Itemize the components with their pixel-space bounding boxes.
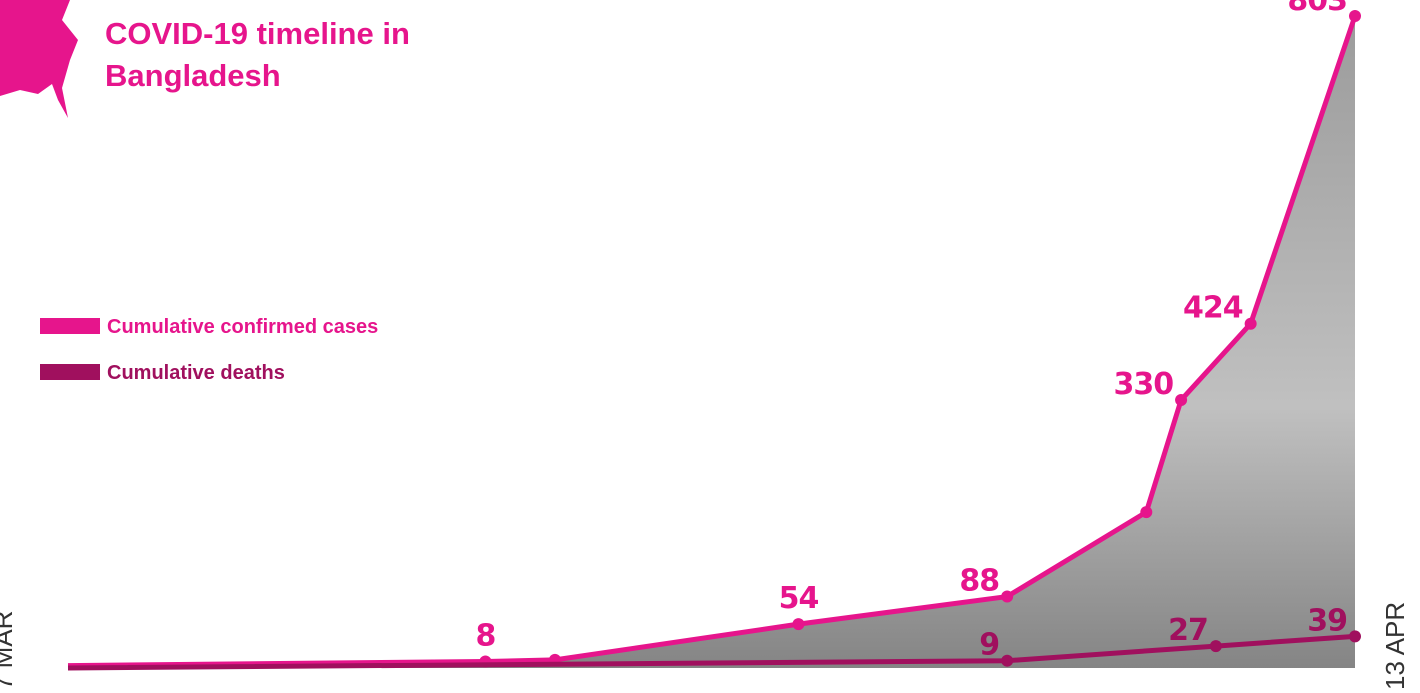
data-point [792,618,805,631]
series-line [67,633,1356,671]
data-point [1140,506,1153,519]
data-label: 27 [1168,613,1208,648]
legend-swatch [40,364,100,380]
data-point [1349,630,1361,643]
data-label: 330 [1113,367,1173,402]
map-shape [0,0,78,118]
data-point [1001,654,1014,667]
chart-title: Bangladesh [105,58,281,93]
background-photo [68,16,1355,668]
data-label: 39 [1307,603,1347,638]
chart-title: COVID-19 timeline in [105,16,410,51]
data-point [1175,394,1188,407]
data-label: 8 [475,619,495,654]
x-tick-label: 13 APR [1380,602,1410,690]
legend: Cumulative confirmed cases Cumulative dea… [40,316,378,384]
x-tick-label: 7 MAR [0,611,18,690]
data-label: 424 [1183,291,1243,326]
data-point [1244,317,1257,330]
data-point [1209,640,1222,653]
data-point [1349,10,1361,22]
legend-label: Cumulative confirmed cases [107,316,378,338]
data-label: 54 [779,581,819,616]
data-point [1001,590,1014,603]
data-label: 803 [1287,0,1347,18]
legend-label: Cumulative deaths [107,362,285,384]
data-label: 9 [979,628,999,663]
data-label: 88 [959,564,999,599]
legend-swatch [40,318,100,334]
